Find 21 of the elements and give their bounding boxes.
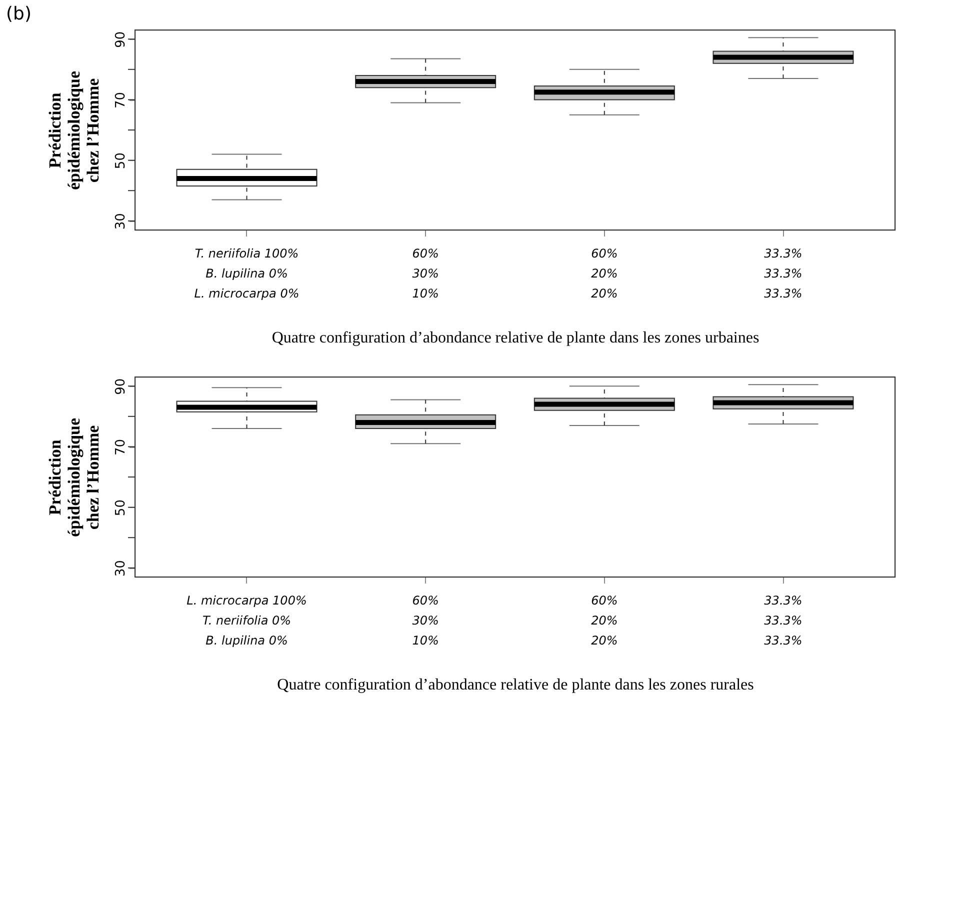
y-tick-label: 30 bbox=[114, 213, 128, 230]
x-axis-title: Quatre configuration d’abondance relative de plante dans les zones urbaines bbox=[272, 330, 760, 346]
y-axis-title: Prédiction épidémiologique chez l’Homme bbox=[46, 418, 102, 538]
x-tick-label: 60% 30% 10% bbox=[412, 246, 439, 300]
x-tick-label: 60% 30% 10% bbox=[412, 594, 439, 648]
x-tick-label: T. neriifolia 100% B. lupilina 0% L. microcarpa 0% bbox=[194, 246, 300, 300]
x-tick-label: L. microcarpa 100% T. neriifolia 0% B. lupilina 0% bbox=[186, 594, 307, 648]
y-axis-title: Prédiction épidémiologique chez l’Homme bbox=[46, 70, 102, 190]
y-tick-label: 50 bbox=[114, 500, 128, 516]
x-axis-title: Quatre configuration d’abondance relative de plante dans les zones rurales bbox=[277, 676, 754, 694]
y-tick-label: 90 bbox=[114, 378, 128, 395]
chart-title: (b) bbox=[6, 4, 32, 24]
y-tick-label: 70 bbox=[114, 438, 128, 456]
y-tick-label: 30 bbox=[114, 560, 128, 577]
x-tick-label: 60% 20% 20% bbox=[591, 246, 618, 300]
x-tick-label: 60% 20% 20% bbox=[591, 594, 618, 648]
y-tick-label: 50 bbox=[114, 152, 128, 170]
y-tick-label: 90 bbox=[114, 31, 128, 48]
y-tick-label: 70 bbox=[114, 92, 128, 108]
x-tick-label: 33.3% 33.3% 33.3% bbox=[764, 594, 802, 648]
x-tick-label: 33.3% 33.3% 33.3% bbox=[764, 246, 802, 300]
